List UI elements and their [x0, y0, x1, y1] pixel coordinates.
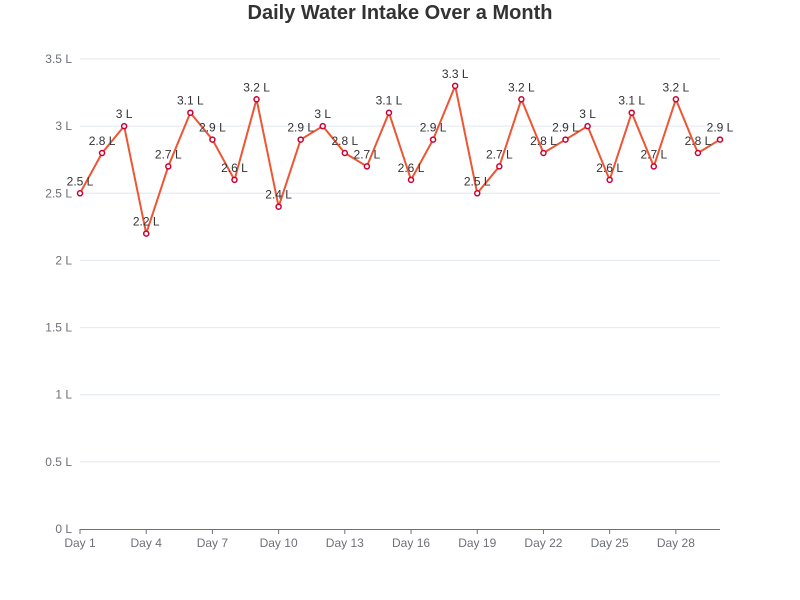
data-point [606, 176, 613, 184]
data-point [187, 109, 194, 116]
data-point [165, 163, 172, 170]
data-label: 2.7 L [486, 147, 513, 161]
data-label: 3.1 L [376, 94, 403, 108]
data-point [694, 149, 702, 157]
data-point [562, 136, 569, 143]
data-label: 3.3 L [442, 67, 469, 81]
data-label: 2.6 L [398, 161, 425, 175]
data-label: 3.2 L [508, 80, 535, 94]
data-point [716, 136, 724, 143]
chart-title: Daily Water Intake Over a Month [247, 2, 553, 24]
data-point [297, 136, 304, 143]
data-point [253, 96, 260, 103]
data-point [98, 149, 106, 157]
data-point [628, 109, 635, 116]
data-label: 3.2 L [663, 80, 690, 94]
series-line [79, 84, 721, 235]
data-point [76, 190, 84, 197]
data-point [363, 163, 371, 170]
y-tick-label: 1 L [55, 388, 72, 402]
x-tick-label: Day 10 [260, 536, 298, 550]
data-label: 3 L [116, 107, 133, 121]
data-label: 2.5 L [67, 174, 94, 188]
x-tick-label: Day 13 [326, 536, 364, 550]
y-tick-label: 3 L [55, 119, 72, 133]
data-label: 2.6 L [221, 161, 248, 175]
x-tick-label: Day 7 [197, 536, 229, 550]
data-point [429, 136, 437, 143]
x-tick-label: Day 4 [131, 536, 163, 550]
data-label: 2.9 L [707, 121, 734, 135]
data-label: 2.6 L [596, 161, 623, 175]
data-point [120, 122, 128, 130]
data-point [209, 136, 216, 143]
data-label: 2.9 L [552, 121, 579, 135]
data-label: 2.9 L [287, 121, 314, 135]
x-tick-label: Day 1 [64, 536, 96, 550]
y-tick-label: 0.5 L [45, 455, 72, 469]
data-label: 3.2 L [243, 80, 270, 94]
gridlines [80, 58, 720, 463]
x-tick-label: Day 19 [458, 536, 496, 550]
data-label: 3.1 L [177, 94, 204, 108]
data-label: 2.9 L [420, 121, 447, 135]
data-label: 2.5 L [464, 174, 491, 188]
x-tick-label: Day 22 [524, 536, 562, 550]
y-tick-label: 2.5 L [45, 186, 72, 200]
data-point [584, 122, 591, 130]
data-labels: 2.5 L2.8 L3 L2.2 L2.7 L3.1 L2.9 L2.6 L3.… [67, 67, 734, 229]
data-label: 2.8 L [530, 134, 557, 148]
data-label: 3.1 L [618, 94, 645, 108]
data-label: 3 L [314, 107, 331, 121]
data-point [341, 149, 349, 157]
data-point [496, 163, 503, 170]
data-point [231, 176, 238, 184]
data-point [650, 163, 658, 170]
data-label: 3 L [579, 107, 596, 121]
y-tick-label: 3.5 L [45, 52, 72, 66]
data-label: 2.8 L [89, 134, 116, 148]
x-tick-label: Day 28 [657, 536, 695, 550]
data-point [451, 82, 459, 90]
data-label: 2.4 L [265, 188, 292, 202]
y-tick-label: 1.5 L [45, 321, 72, 335]
data-label: 2.7 L [354, 147, 381, 161]
data-label: 2.7 L [640, 147, 667, 161]
data-label: 2.8 L [685, 134, 712, 148]
x-tick-label: Day 16 [392, 536, 430, 550]
data-label: 2.7 L [155, 147, 182, 161]
axes: 0 L 0.5 L 1 L 1.5 L 2 L 2.5 L 3 L 3.5 L Day 1 Day… [45, 52, 720, 550]
data-point [407, 176, 415, 184]
data-point [473, 190, 481, 197]
data-point [385, 109, 393, 116]
data-point [518, 96, 525, 103]
y-tick-label: 0 L [55, 522, 72, 536]
data-label: 2.9 L [199, 121, 226, 135]
y-tick-label: 2 L [55, 253, 72, 267]
data-point [275, 203, 282, 210]
series [76, 82, 724, 237]
data-point [540, 149, 547, 157]
data-point [672, 96, 680, 103]
data-label: 2.2 L [133, 215, 160, 229]
x-tick-label: Day 25 [591, 536, 629, 550]
data-label: 2.8 L [331, 134, 358, 148]
data-point [142, 230, 150, 237]
data-point [319, 122, 327, 130]
